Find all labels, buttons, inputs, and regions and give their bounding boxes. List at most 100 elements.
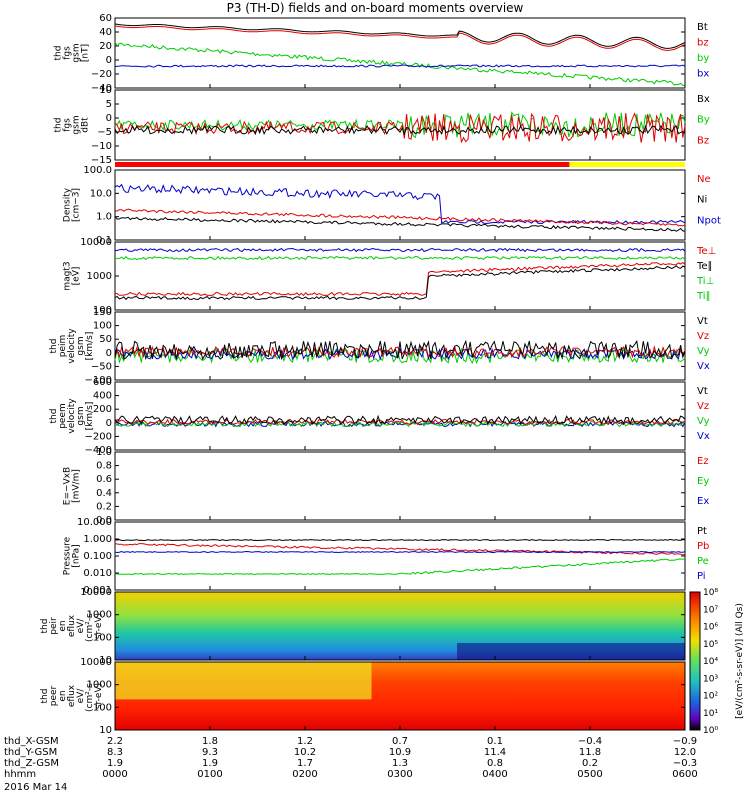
y-tick-label: −15 xyxy=(91,155,112,166)
y-tick-label: −5 xyxy=(97,127,112,138)
y-axis-label-line: en xyxy=(58,620,68,631)
legend-entry: Pb xyxy=(697,541,709,552)
y-axis-label: thdpeimvelocitygsm[km/s] xyxy=(49,328,95,364)
x-axis-value: 0.8 xyxy=(487,758,503,769)
legend-entry: Vt xyxy=(697,316,708,327)
series-Vz xyxy=(114,418,686,426)
y-axis-label-line: thd xyxy=(54,118,64,133)
series-Bx xyxy=(114,124,686,136)
y-axis-label-line: en xyxy=(58,690,68,701)
legend-entry: By xyxy=(697,115,710,126)
y-axis-label-line: thd xyxy=(54,46,64,61)
legend-entry: bz xyxy=(697,38,709,49)
y-tick-label: 10 xyxy=(99,725,112,736)
y-tick-label: 10000 xyxy=(80,657,112,668)
date-label: 2016 Mar 14 xyxy=(4,782,67,793)
y-tick-label: 1000 xyxy=(87,610,112,621)
y-axis-label-line: thd xyxy=(40,619,50,634)
mode-bar-segment xyxy=(569,162,685,167)
x-axis-value: −0.3 xyxy=(673,758,697,769)
y-axis-label: thdfgsgsm[nT] xyxy=(54,43,91,62)
y-tick-label: −200 xyxy=(85,431,112,442)
x-axis-value: 12.0 xyxy=(674,747,696,758)
legend-entry: Vz xyxy=(697,401,709,412)
x-axis-row-label: thd_Z-GSM xyxy=(4,758,59,769)
figure-title: P3 (TH-D) fields and on-board moments ov… xyxy=(227,1,524,15)
y-tick-label: 200 xyxy=(93,404,112,415)
x-axis-value: 0200 xyxy=(292,769,317,780)
y-tick-label: 10 xyxy=(99,655,112,666)
y-tick-label: 400 xyxy=(93,391,112,402)
y-axis-label-line: Pressure xyxy=(63,536,73,575)
panel-frame xyxy=(114,89,686,161)
colorbar-tick-label: 10² xyxy=(703,692,718,702)
y-tick-label: 1000 xyxy=(87,271,112,282)
legend-entry: Vy xyxy=(697,346,710,357)
x-axis-value: 11.4 xyxy=(484,747,506,758)
y-axis-label-line: eflux xyxy=(67,684,77,707)
series-bz xyxy=(114,25,686,51)
x-axis-value: −0.4 xyxy=(578,736,602,747)
y-tick-label: 0.2 xyxy=(96,501,112,512)
y-tick-label: 0 xyxy=(106,348,112,359)
x-axis-value: 2.2 xyxy=(107,736,123,747)
panel-temp: 10000 1000 100 magt3[eV] Te⊥ Te∥ Ti⊥ Ti∥ xyxy=(63,237,717,316)
x-axis-value: 0100 xyxy=(197,769,222,780)
y-axis-label-line: thd xyxy=(40,689,50,704)
colorbar-tick-label: 10⁷ xyxy=(703,605,718,615)
legend-entry: Pt xyxy=(697,526,707,537)
panel-frame xyxy=(114,451,686,521)
panel-ve: 600 400 200 0 −200 −400 thdpeemvelocitygsm[km/… xyxy=(49,377,710,456)
panel-vi: 150100500−50−100thdpeimvelocitygsm[km/s]… xyxy=(49,307,710,386)
x-axis-value: 0000 xyxy=(102,769,127,780)
x-axis-row-label: hhmm xyxy=(4,769,36,780)
y-tick-label: −40 xyxy=(91,83,112,94)
y-axis-label-line: gsm xyxy=(72,115,82,134)
x-axis-value: 9.3 xyxy=(202,747,218,758)
x-axis-value: 0.1 xyxy=(487,736,503,747)
y-tick-label: 10 xyxy=(99,85,112,96)
mode-bar xyxy=(115,162,570,167)
legend-entry: Vy xyxy=(697,416,710,427)
y-tick-label: 0.100 xyxy=(83,551,112,562)
y-tick-label: 0 xyxy=(106,55,112,66)
y-axis-label-line: dBt xyxy=(81,117,91,133)
y-axis-label-line: (cm²-s- xyxy=(85,680,95,712)
y-tick-label: 10000 xyxy=(80,587,112,598)
y-tick-label: 0.4 xyxy=(96,488,112,499)
legend-entry: Vt xyxy=(697,386,708,397)
y-axis-label-line: velocity xyxy=(67,328,77,364)
panels: 6040200−20−40thdfgsgsm[nT]Btbzbybx1050−5… xyxy=(40,13,721,736)
y-tick-label: 100.0 xyxy=(83,165,112,176)
y-tick-label: 0.8 xyxy=(96,461,112,472)
y-axis-label-line: fgs xyxy=(63,46,73,60)
x-axis-value: 1.9 xyxy=(202,758,218,769)
legend-entry: Bt xyxy=(697,22,708,33)
legend-entry: Te∥ xyxy=(696,261,713,272)
x-axis-value: 10.2 xyxy=(294,747,316,758)
y-tick-label: 100 xyxy=(93,702,112,713)
y-axis-label-line: thd xyxy=(49,339,59,354)
legend-entry: bx xyxy=(697,69,709,80)
panel-efield: 1.0 0.8 0.6 0.4 0.2 0.0 E=−VxB[mV/m] Ez Ey Ex xyxy=(63,447,710,526)
y-tick-label: −100 xyxy=(85,375,112,386)
y-tick-label: 0.6 xyxy=(96,474,112,485)
x-axis-value: 0600 xyxy=(672,769,697,780)
y-tick-label: 0.0 xyxy=(96,515,112,526)
x-axis-value: 1.3 xyxy=(392,758,408,769)
y-axis-label-line: [km/s] xyxy=(85,332,95,361)
legend-entry: Vx xyxy=(697,431,710,442)
y-axis-label-line: Density xyxy=(63,187,73,222)
y-tick-label: 0 xyxy=(106,418,112,429)
x-axis-value: 0.7 xyxy=(392,736,408,747)
x-axis-value: 0400 xyxy=(482,769,507,780)
y-tick-label: 0.1 xyxy=(96,235,112,246)
y-axis-label: Density[cm−3] xyxy=(63,187,82,222)
y-axis-label-line: gsm xyxy=(76,336,86,355)
y-tick-label: 150 xyxy=(93,307,112,318)
series-by xyxy=(114,41,686,87)
panel-frame xyxy=(114,241,686,311)
colorbar-tick-label: 10¹ xyxy=(703,709,718,719)
legend-entry: Ti∥ xyxy=(696,291,711,302)
